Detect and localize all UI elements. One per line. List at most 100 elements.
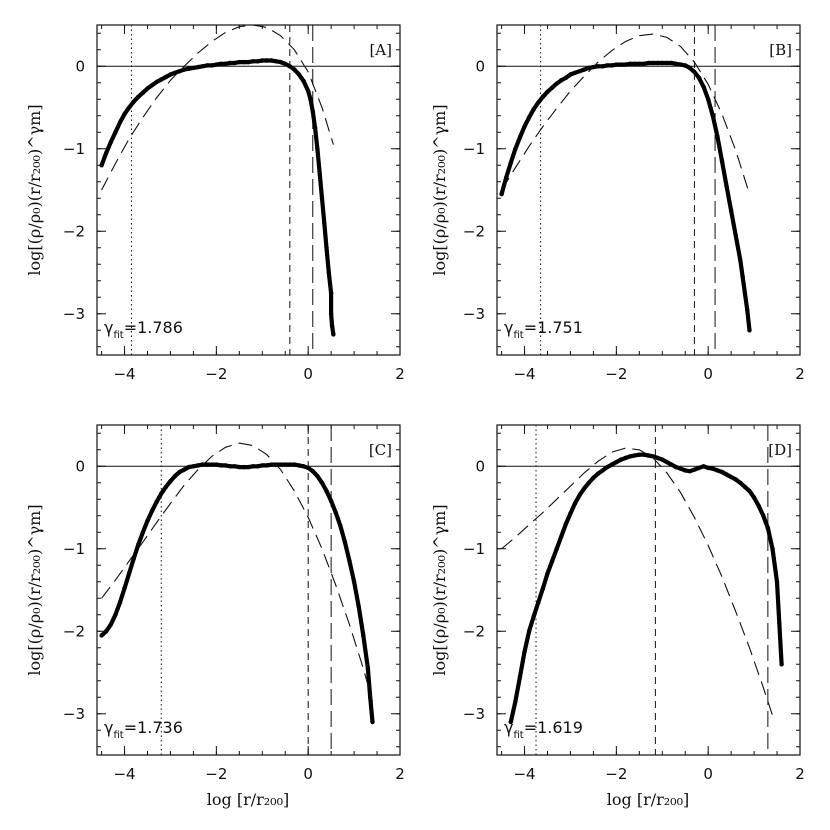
data-point xyxy=(287,462,292,467)
data-point xyxy=(278,462,283,467)
nfw-fit-curve xyxy=(101,25,334,191)
data-point xyxy=(246,59,251,65)
data-point xyxy=(126,105,132,110)
plot-frame xyxy=(96,24,401,356)
data-point xyxy=(312,125,318,131)
data-point xyxy=(227,60,233,66)
plot-area xyxy=(497,25,800,355)
gamma-value: =1.619 xyxy=(524,718,583,737)
data-point xyxy=(733,477,738,482)
data-point xyxy=(319,196,325,201)
y-tick-label: −3 xyxy=(63,705,85,723)
panel-label: [A] xyxy=(369,41,392,59)
data-point xyxy=(706,465,711,471)
data-point xyxy=(673,464,679,470)
data-point xyxy=(540,94,546,100)
data-point xyxy=(255,464,260,469)
data-point xyxy=(260,463,265,468)
y-axis-label: log[(ρ/ρ₀)(r/r₂₀₀)^γm] xyxy=(430,504,449,675)
data-point xyxy=(618,457,624,462)
gamma-subscript: fit xyxy=(113,330,123,341)
data-point xyxy=(751,495,757,500)
data-point xyxy=(747,328,752,333)
x-tick-label: −2 xyxy=(605,765,627,783)
data-point xyxy=(149,508,155,513)
data-point xyxy=(214,62,219,67)
data-point xyxy=(209,462,214,467)
data-point xyxy=(159,491,164,496)
data-point xyxy=(733,233,738,238)
data-point xyxy=(678,62,683,67)
data-point xyxy=(655,455,660,461)
y-tick-label: −3 xyxy=(463,305,485,323)
x-tick-label: 0 xyxy=(303,365,313,383)
data-point xyxy=(223,61,228,66)
data-point xyxy=(338,523,343,528)
data-point xyxy=(296,72,302,77)
data-point xyxy=(637,452,642,457)
data-point xyxy=(269,462,274,467)
nfw-fit-curve xyxy=(501,33,751,195)
data-point xyxy=(740,274,745,279)
data-point xyxy=(260,58,265,63)
data-point xyxy=(706,97,711,102)
data-point xyxy=(728,474,734,480)
data-point xyxy=(660,457,665,462)
data-point xyxy=(361,633,366,638)
data-point xyxy=(779,662,784,667)
panel-label: [B] xyxy=(769,41,792,59)
data-point xyxy=(191,464,196,469)
data-point xyxy=(315,473,320,479)
data-point xyxy=(319,480,325,485)
data-point xyxy=(728,208,734,213)
plot-area xyxy=(497,425,800,755)
data-point xyxy=(328,311,334,316)
data-point xyxy=(742,484,748,490)
data-point xyxy=(637,61,642,66)
data-point xyxy=(513,699,518,704)
data-point xyxy=(287,64,292,69)
data-point xyxy=(531,107,536,112)
data-point xyxy=(522,124,527,129)
data-point xyxy=(719,469,725,475)
data-point xyxy=(370,719,375,725)
y-axis-label: log[(ρ/ρ₀)(r/r₂₀₀)^γm] xyxy=(430,104,449,275)
y-tick-label: −2 xyxy=(63,622,85,640)
data-point xyxy=(301,464,306,469)
data-point xyxy=(315,146,320,151)
data-point xyxy=(296,463,302,468)
panel-b: −4 −2 0 2 0 −1 −2 −3 [B] γfit=1.751 log[(ρ/ρ₀)(… xyxy=(430,24,805,383)
panel-c: −4 −2 0 2 0 −1 −2 −3 [C] γfit=1.736 log[(ρ/ρ₀)(… xyxy=(25,424,405,809)
data-point xyxy=(168,478,173,484)
plot-layer: −4 −2 0 2 0 −1 −2 −3 xyxy=(63,24,405,383)
data-point xyxy=(326,270,331,275)
data-point xyxy=(163,74,169,80)
data-point xyxy=(513,146,518,151)
data-point xyxy=(774,579,780,584)
panel-d: −4 −2 0 2 0 −1 −2 −3 [D] γfit=1.619 log[(ρ/ρ₀)(… xyxy=(430,424,805,809)
data-point xyxy=(324,488,329,494)
x-tick-label: −2 xyxy=(205,365,227,383)
data-point xyxy=(149,83,155,88)
data-point xyxy=(600,64,605,69)
data-point xyxy=(742,290,748,296)
data-point xyxy=(328,290,334,296)
gamma-symbol: γ xyxy=(504,718,513,737)
x-tick-label: 0 xyxy=(703,365,713,383)
data-point xyxy=(738,257,743,263)
data-point xyxy=(195,463,201,468)
data-point xyxy=(710,466,715,471)
data-point xyxy=(99,633,104,638)
y-tick-label: 0 xyxy=(475,57,485,75)
data-point xyxy=(250,464,256,469)
data-point xyxy=(365,666,371,671)
x-axis-label: log [r/r₂₀₀] xyxy=(207,790,290,809)
data-point xyxy=(310,109,315,114)
data-point xyxy=(650,60,656,66)
data-point xyxy=(104,150,109,156)
data-point xyxy=(545,89,550,95)
data-point xyxy=(113,612,118,617)
data-point xyxy=(692,467,697,472)
data-point xyxy=(641,61,647,66)
data-point xyxy=(504,175,509,180)
